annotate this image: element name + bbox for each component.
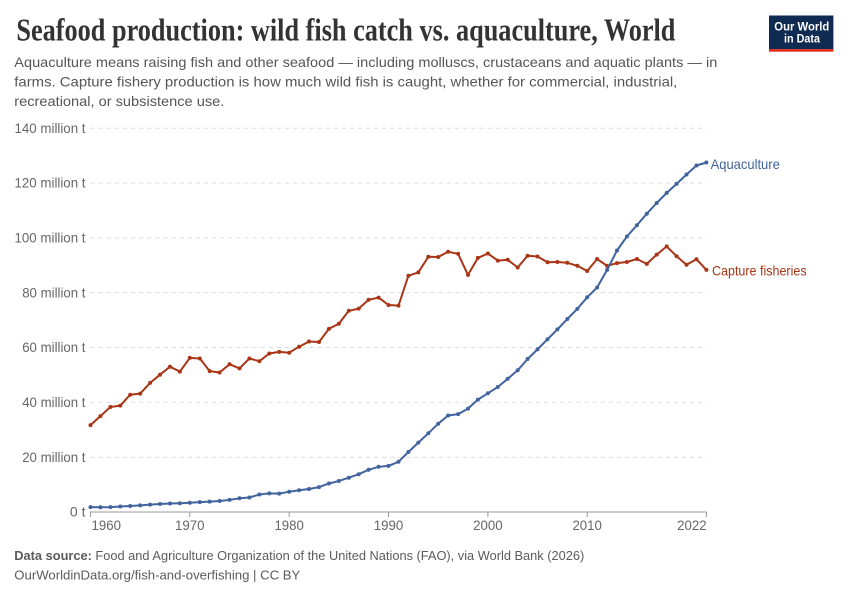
svg-text:0 t: 0 t (70, 504, 86, 520)
svg-text:Data source: Food and Agricult: Data source: Food and Agriculture Organi… (14, 548, 584, 563)
svg-text:100 million t: 100 million t (15, 230, 86, 246)
svg-text:1990: 1990 (374, 517, 404, 533)
svg-text:2000: 2000 (473, 517, 503, 533)
svg-text:farms. Capture fishery product: farms. Capture fishery production is how… (14, 74, 677, 90)
svg-text:Our World: Our World (774, 22, 829, 34)
svg-text:1980: 1980 (274, 517, 304, 533)
svg-text:80 million t: 80 million t (22, 284, 85, 300)
svg-text:Aquaculture means raising fish: Aquaculture means raising fish and other… (14, 54, 717, 70)
svg-text:140 million t: 140 million t (15, 120, 86, 136)
svg-text:OurWorldinData.org/fish-and-ov: OurWorldinData.org/fish-and-overfishing … (14, 568, 300, 583)
svg-text:40 million t: 40 million t (22, 394, 85, 410)
svg-text:Seafood production: wild fish: Seafood production: wild fish catch vs. … (16, 12, 675, 48)
svg-text:Capture fisheries: Capture fisheries (712, 263, 807, 279)
svg-text:2010: 2010 (572, 517, 602, 533)
svg-text:2022: 2022 (677, 517, 707, 533)
svg-text:20 million t: 20 million t (22, 449, 85, 465)
svg-text:recreational, or subsistence u: recreational, or subsistence use. (14, 93, 224, 109)
svg-text:in Data: in Data (784, 33, 821, 45)
svg-text:Aquaculture: Aquaculture (711, 156, 780, 172)
svg-text:120 million t: 120 million t (15, 175, 86, 191)
svg-text:60 million t: 60 million t (22, 339, 85, 355)
svg-text:1970: 1970 (175, 517, 205, 533)
svg-text:1960: 1960 (92, 517, 122, 533)
